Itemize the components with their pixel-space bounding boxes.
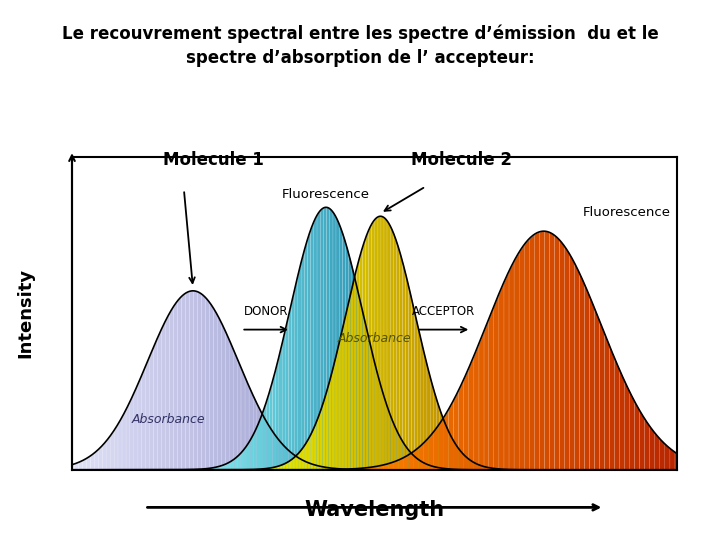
Text: Absorbance: Absorbance xyxy=(132,413,206,426)
Text: Le recouvrement spectral entre les spectre d’émission  du et le: Le recouvrement spectral entre les spect… xyxy=(62,24,658,43)
Text: Wavelength: Wavelength xyxy=(305,500,444,521)
Text: DONOR: DONOR xyxy=(244,305,289,318)
Text: spectre d’absorption de l’ accepteur:: spectre d’absorption de l’ accepteur: xyxy=(186,49,534,66)
Text: Fluorescence: Fluorescence xyxy=(282,188,370,201)
Text: ACCEPTOR: ACCEPTOR xyxy=(413,305,476,318)
Text: Molecule 2: Molecule 2 xyxy=(410,151,512,168)
Text: Intensity: Intensity xyxy=(16,268,35,358)
Text: Absorbance: Absorbance xyxy=(338,332,411,345)
Text: Molecule 1: Molecule 1 xyxy=(163,151,264,168)
Text: Fluorescence: Fluorescence xyxy=(583,206,671,219)
